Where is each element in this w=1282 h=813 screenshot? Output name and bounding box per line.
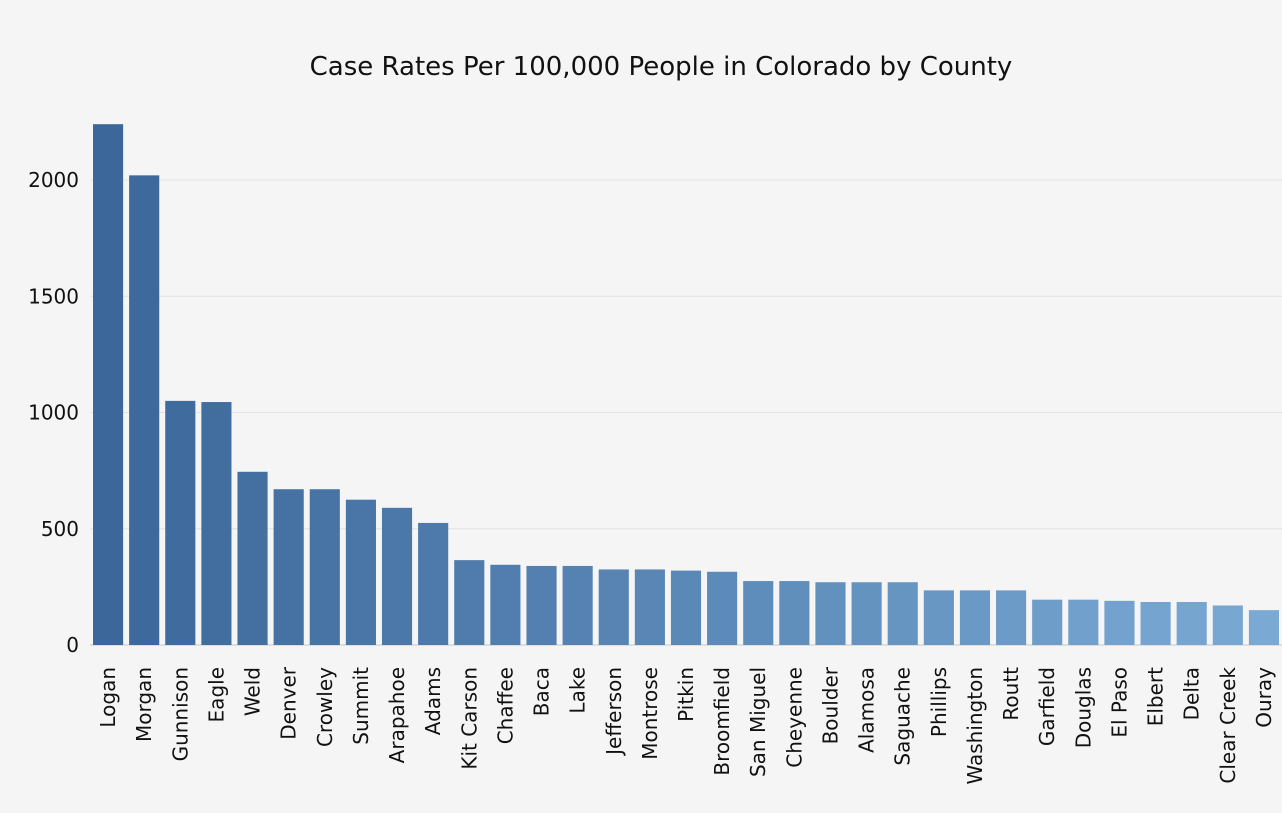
bar — [996, 590, 1027, 645]
x-tick-label: Summit — [349, 667, 373, 745]
bar — [1248, 610, 1279, 646]
bar — [779, 581, 810, 645]
x-tick-label: Adams — [421, 667, 445, 735]
bar — [93, 124, 124, 645]
x-tick-label: Weld — [241, 667, 265, 716]
bar — [381, 507, 413, 645]
bar — [887, 582, 918, 645]
y-axis: 0 500 1000 1500 2000 — [28, 168, 79, 657]
bar — [237, 471, 268, 645]
bar — [562, 565, 593, 645]
x-tick-label: Montrose — [638, 667, 662, 760]
x-tick-label: Alamosa — [855, 667, 879, 753]
x-tick-label: Cheyenne — [782, 667, 806, 768]
x-tick-label: Eagle — [204, 667, 228, 722]
bar — [1176, 601, 1207, 645]
bar — [1068, 599, 1099, 645]
bar — [670, 570, 702, 645]
bars — [93, 124, 1279, 646]
bar — [923, 590, 954, 645]
x-tick-label: Boulder — [818, 666, 842, 744]
y-tick-label: 0 — [66, 633, 79, 657]
x-tick-label: Saguache — [891, 667, 915, 766]
x-tick-label: Denver — [277, 666, 301, 740]
bar — [201, 402, 232, 645]
x-tick-label: Kit Carson — [457, 667, 481, 770]
x-tick-label: Routt — [999, 667, 1023, 721]
x-axis: Logan Morgan Gunnison Eagle Weld Denver Crowle… — [96, 666, 1276, 784]
x-tick-label: Morgan — [132, 667, 156, 742]
bar — [526, 565, 557, 645]
bar — [1104, 600, 1135, 645]
bar — [634, 569, 665, 645]
x-tick-label: Baca — [530, 667, 554, 716]
bar — [1140, 601, 1171, 645]
y-tick-label: 500 — [41, 517, 79, 541]
bar — [815, 582, 846, 645]
bar — [165, 400, 196, 646]
x-tick-label: Douglas — [1071, 667, 1095, 748]
y-tick-label: 1000 — [28, 401, 79, 425]
bar — [309, 489, 340, 645]
chart-title: Case Rates Per 100,000 People in Colorad… — [310, 52, 1013, 82]
x-tick-label: Pitkin — [674, 667, 698, 722]
bar — [1212, 605, 1243, 645]
bar — [273, 489, 304, 645]
bar — [1032, 599, 1063, 645]
bar — [959, 590, 991, 645]
bar — [418, 522, 449, 645]
bar — [851, 582, 882, 645]
x-tick-label: Ouray — [1252, 667, 1276, 728]
x-tick-label: Jefferson — [602, 667, 626, 757]
x-tick-label: San Miguel — [746, 667, 770, 777]
y-tick-label: 2000 — [28, 168, 79, 192]
bar — [743, 581, 774, 645]
x-tick-label: Broomfield — [710, 667, 734, 776]
x-tick-label: Gunnison — [168, 667, 192, 761]
x-tick-label: Arapahoe — [385, 667, 409, 763]
x-tick-label: Logan — [96, 667, 120, 728]
x-tick-label: Lake — [566, 667, 590, 714]
bar — [345, 499, 376, 645]
x-tick-label: Garfield — [1035, 667, 1059, 746]
bar — [454, 560, 485, 645]
x-tick-label: El Paso — [1107, 667, 1131, 738]
bar — [490, 564, 521, 645]
x-tick-label: Chaffee — [493, 667, 517, 744]
x-tick-label: Crowley — [313, 667, 337, 747]
x-tick-label: Washington — [963, 667, 987, 785]
bar — [129, 175, 160, 645]
x-tick-label: Elbert — [1144, 667, 1168, 726]
x-tick-label: Phillips — [927, 667, 951, 737]
y-tick-label: 1500 — [28, 284, 79, 308]
x-tick-label: Delta — [1180, 667, 1204, 720]
bar — [707, 571, 738, 645]
bar — [598, 569, 629, 645]
x-tick-label: Clear Creek — [1216, 667, 1240, 784]
